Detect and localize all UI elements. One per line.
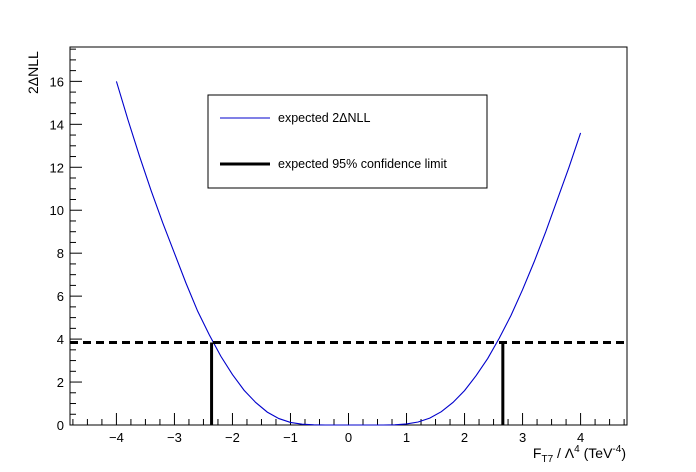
legend-label-limit: expected 95% confidence limit (278, 157, 447, 171)
y-tick-label: 16 (50, 74, 64, 89)
y-tick-label: 0 (57, 418, 64, 433)
axis-ticks (70, 48, 625, 426)
expected-2dnll-curve (115, 81, 582, 426)
legend-label-curve: expected 2ΔNLL (278, 111, 370, 125)
y-axis-label: 2ΔNLL (25, 51, 41, 94)
x-tick-label: 0 (345, 430, 352, 445)
x-tick-label: 4 (577, 430, 584, 445)
y-tick-label: 12 (50, 160, 64, 175)
x-axis-label: FT7 / Λ4 (TeV-4) (533, 444, 626, 465)
y-tick-label: 14 (50, 117, 64, 132)
x-tick-label: −2 (225, 430, 240, 445)
y-tick-labels: 0 2 4 6 8 10 12 14 16 (50, 74, 64, 433)
x-tick-label: −1 (283, 430, 298, 445)
x-tick-label: 3 (519, 430, 526, 445)
y-tick-label: 2 (57, 375, 64, 390)
x-tick-labels: −4 −3 −2 −1 0 1 2 3 4 (109, 430, 584, 445)
y-tick-label: 10 (50, 203, 64, 218)
y-tick-label: 6 (57, 289, 64, 304)
y-tick-label: 4 (57, 332, 64, 347)
x-tick-label: 1 (403, 430, 410, 445)
y-tick-label: 8 (57, 246, 64, 261)
legend-box (207, 94, 488, 189)
limit-lines (210, 342, 505, 425)
x-tick-label: −3 (167, 430, 182, 445)
legend: expected 2ΔNLL expected 95% confidence l… (207, 94, 488, 189)
x-tick-label: −4 (109, 430, 124, 445)
x-tick-label: 2 (461, 430, 468, 445)
